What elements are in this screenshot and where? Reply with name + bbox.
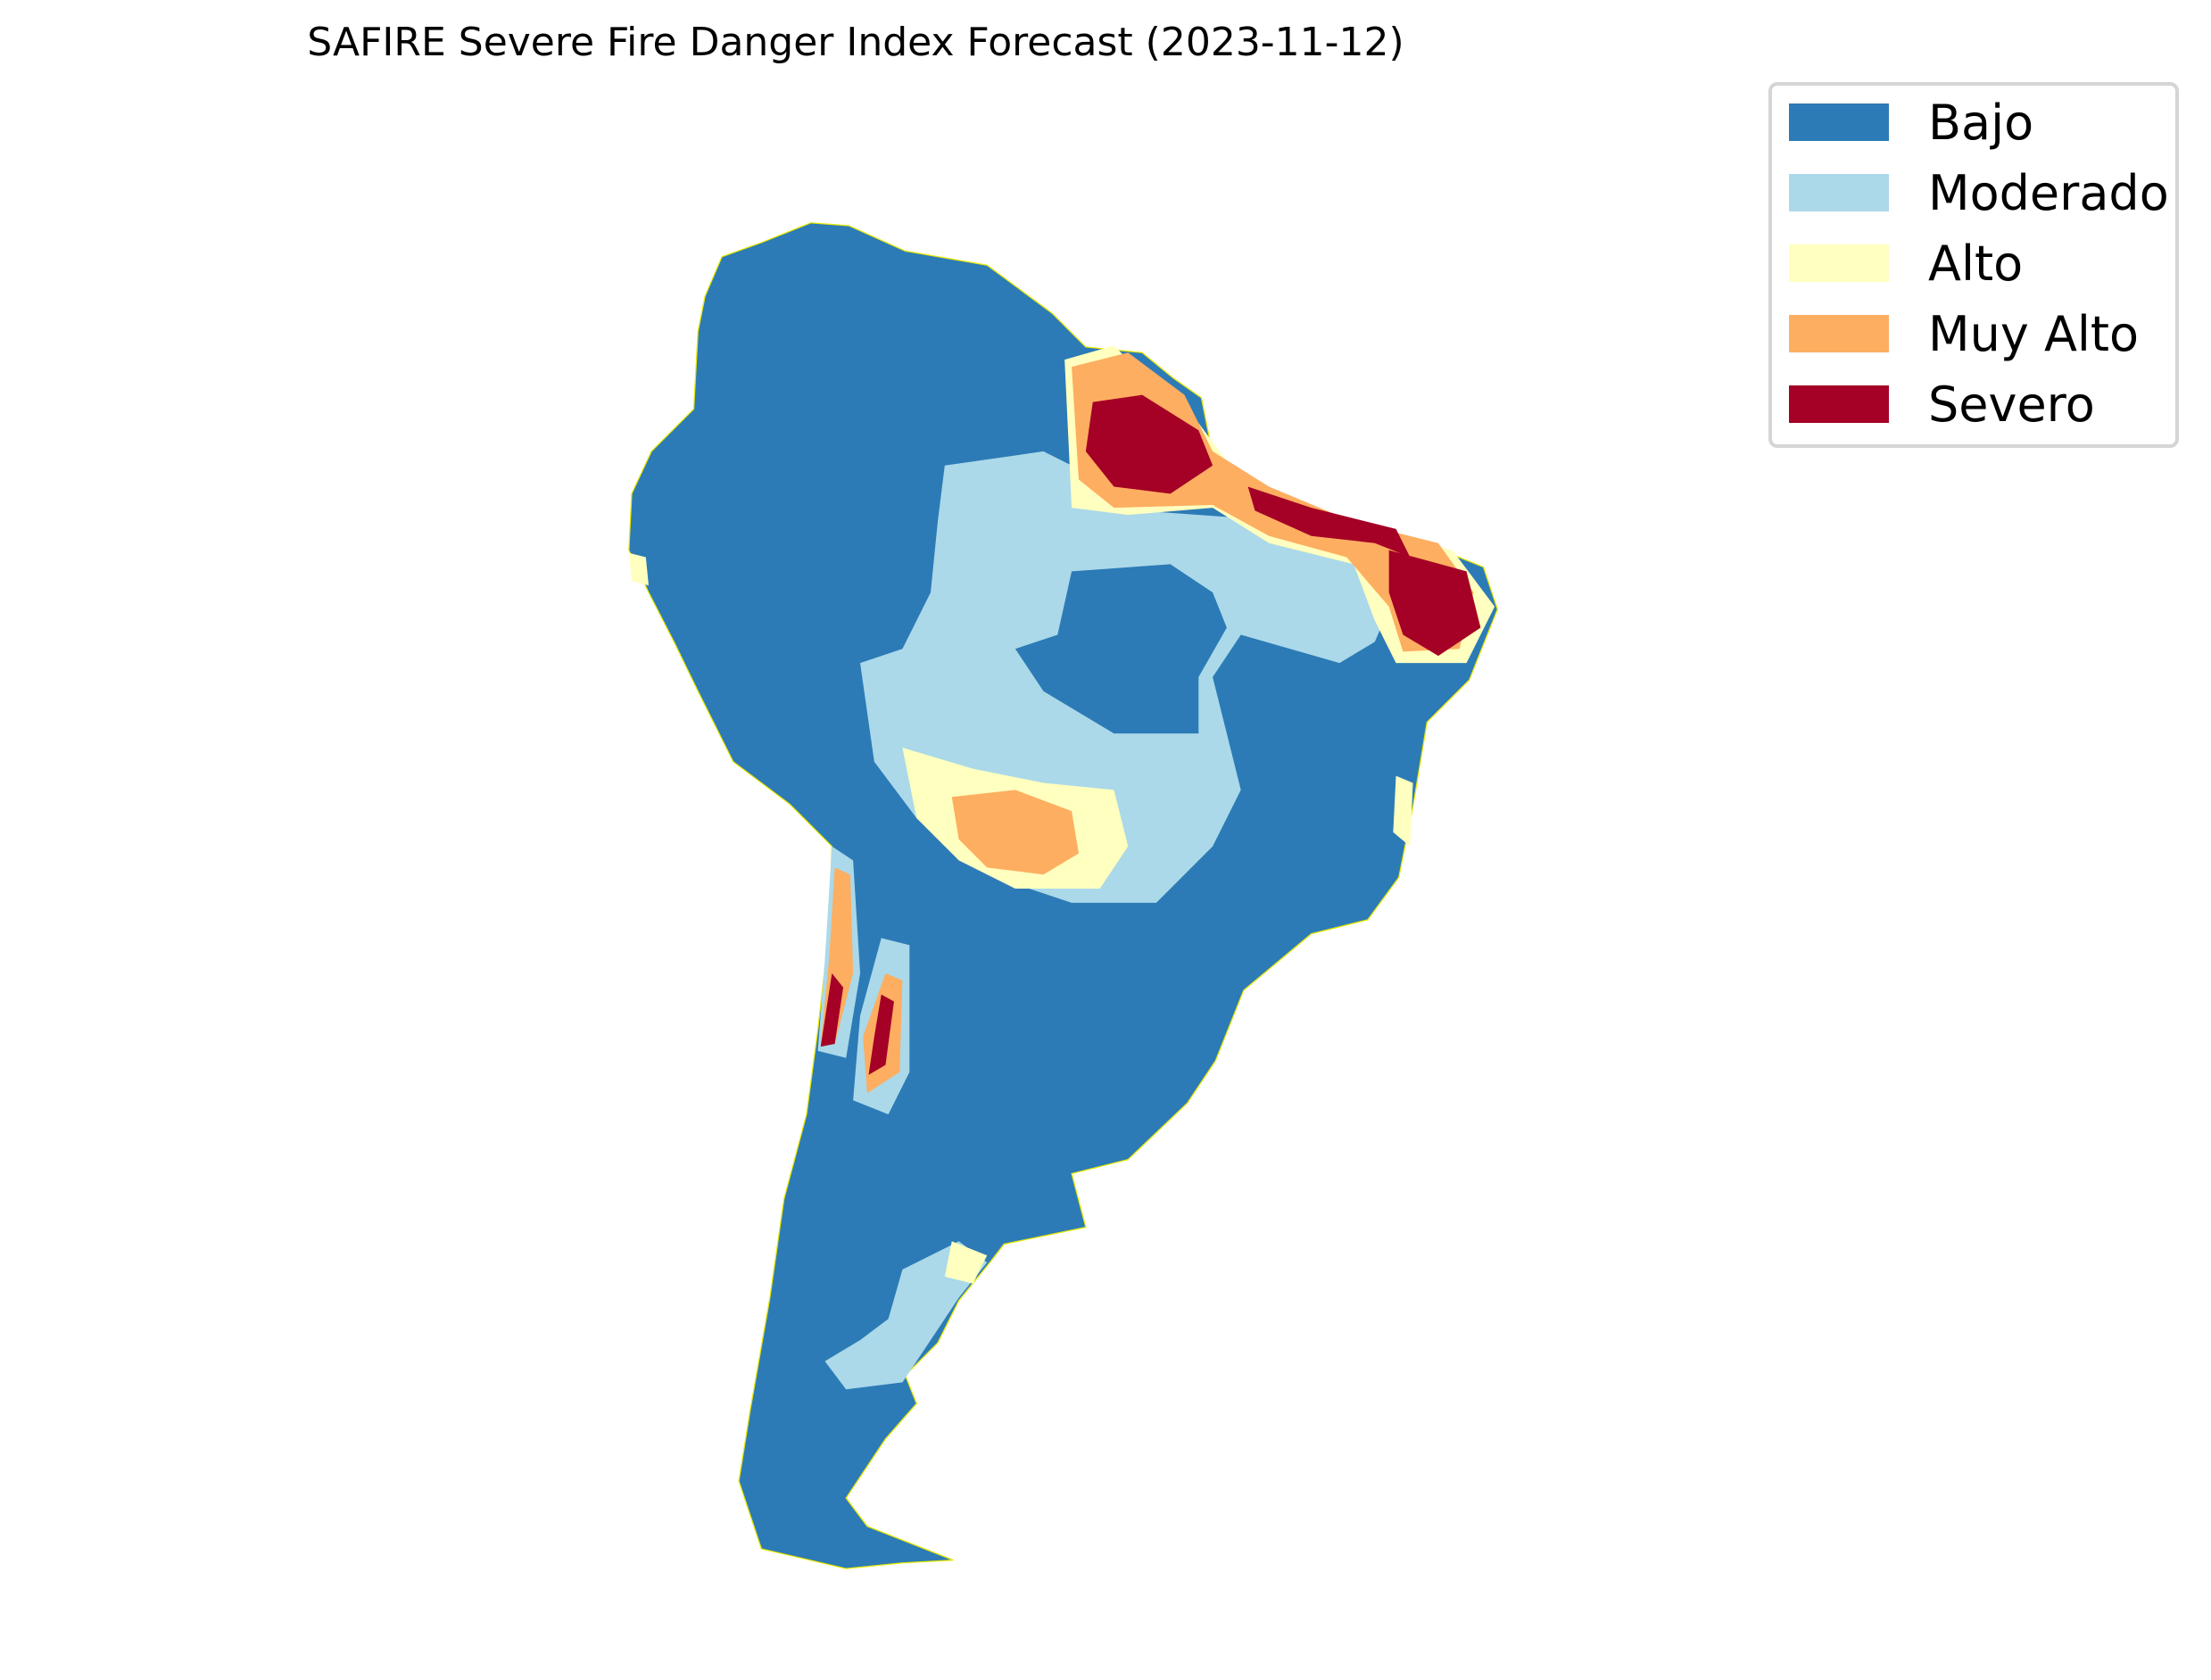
legend-label: Severo	[1928, 376, 2095, 433]
legend-swatch	[1789, 174, 1889, 211]
region-severo-andes2	[868, 994, 894, 1075]
legend-label: Moderado	[1928, 164, 2169, 221]
legend: Bajo Moderado Alto Muy Alto Severo	[1768, 82, 2179, 448]
region-alto-ecuador	[628, 552, 649, 586]
region-muy-alto	[951, 790, 1079, 875]
region-severo-ne2	[1247, 486, 1411, 558]
legend-item-muy-alto: Muy Alto	[1789, 306, 2139, 362]
region-alto-patagonia	[944, 1241, 988, 1284]
legend-item-bajo: Bajo	[1789, 95, 2033, 151]
legend-item-severo: Severo	[1789, 377, 2095, 433]
legend-swatch	[1789, 244, 1889, 282]
legend-swatch	[1789, 315, 1889, 352]
legend-swatch	[1789, 385, 1889, 423]
region-moderado-patagonia	[824, 1241, 988, 1390]
region-severo-ne1	[1085, 394, 1213, 494]
legend-swatch	[1789, 103, 1889, 141]
region-severo-ne3	[1388, 550, 1481, 657]
legend-item-moderado: Moderado	[1789, 165, 2169, 221]
legend-label: Muy Alto	[1928, 305, 2140, 362]
region-bajo-inner	[1014, 564, 1227, 734]
legend-item-alto: Alto	[1789, 236, 2023, 292]
region-severo-andes	[820, 972, 844, 1047]
legend-label: Alto	[1928, 235, 2024, 292]
chart-title: SAFIRE Severe Fire Danger Index Forecast…	[307, 20, 1404, 65]
legend-label: Bajo	[1928, 94, 2034, 151]
region-alto-east	[1393, 775, 1413, 847]
